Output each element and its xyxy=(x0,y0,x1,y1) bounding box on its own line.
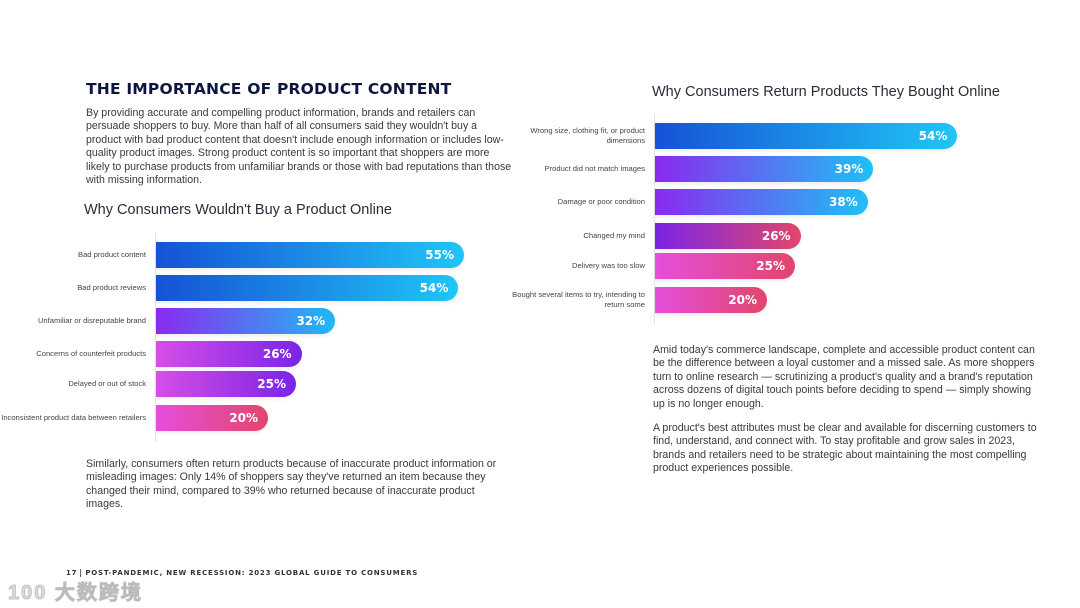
category-label: Changed my mind xyxy=(583,231,645,240)
right-chart-title: Why Consumers Return Products They Bough… xyxy=(652,84,1000,100)
bar: 25% xyxy=(655,253,795,279)
category-label: Bad product reviews xyxy=(77,283,146,292)
data-label: 26% xyxy=(262,347,292,361)
category-label: Damage or poor condition xyxy=(557,197,645,206)
category-label: Delivery was too slow xyxy=(571,261,645,270)
bar: 25% xyxy=(156,371,296,397)
watermark-logo: 100 大数跨境 xyxy=(8,582,143,605)
data-label: 38% xyxy=(829,195,858,209)
data-label: 20% xyxy=(728,293,757,307)
category-label: Bought several items to try, intending t… xyxy=(512,290,645,309)
category-label: Concerns of counterfeit products xyxy=(36,349,146,358)
page-number: 17 xyxy=(66,569,82,577)
right-paragraph-1: Amid today's commerce landscape, complet… xyxy=(653,344,1035,410)
bar: 38% xyxy=(655,189,868,215)
bar: 26% xyxy=(655,223,801,249)
intro-paragraph: By providing accurate and compelling pro… xyxy=(86,107,512,187)
chart-axis-line xyxy=(155,232,156,442)
data-label: 25% xyxy=(756,259,785,273)
bar: 54% xyxy=(655,123,958,149)
category-label: Unfamiliar or disreputable brand xyxy=(37,316,146,325)
chart-axis-line xyxy=(654,114,655,324)
footer-title: POST-PANDEMIC, NEW RECESSION: 2023 GLOBA… xyxy=(85,569,419,577)
bar: 55% xyxy=(156,242,464,268)
data-label: 54% xyxy=(419,281,449,295)
bar: 39% xyxy=(655,156,874,182)
bar: 32% xyxy=(156,308,336,334)
category-label: Inconsistent product data between retail… xyxy=(1,413,146,422)
category-label: Delayed or out of stock xyxy=(68,379,146,388)
page-heading: THE IMPORTANCE OF PRODUCT CONTENT xyxy=(86,80,452,98)
data-label: 20% xyxy=(229,411,258,425)
right-paragraph-2: A product's best attributes must be clea… xyxy=(653,422,1037,475)
data-label: 26% xyxy=(761,229,791,243)
category-label: Bad product content xyxy=(78,250,146,259)
left-closing-paragraph: Similarly, consumers often return produc… xyxy=(86,458,497,511)
return-reasons-chart: Wrong size, clothing fit, or product dim… xyxy=(512,114,995,330)
bar: 26% xyxy=(156,341,302,367)
category-label: Wrong size, clothing fit, or product dim… xyxy=(530,126,645,145)
data-label: 55% xyxy=(425,248,454,262)
data-label: 54% xyxy=(918,129,948,143)
data-label: 25% xyxy=(257,377,286,391)
bar: 20% xyxy=(156,405,268,431)
bar: 54% xyxy=(156,275,459,301)
data-label: 39% xyxy=(834,162,864,176)
bar: 20% xyxy=(655,287,767,313)
page-footer: 17 POST-PANDEMIC, NEW RECESSION: 2023 GLO… xyxy=(66,569,418,578)
left-chart-title: Why Consumers Wouldn't Buy a Product Onl… xyxy=(84,202,392,218)
data-label: 32% xyxy=(296,314,326,328)
category-label: Product did not match images xyxy=(544,164,645,173)
wouldnt-buy-chart: Bad product content 55% Bad product review… xyxy=(1,232,496,448)
